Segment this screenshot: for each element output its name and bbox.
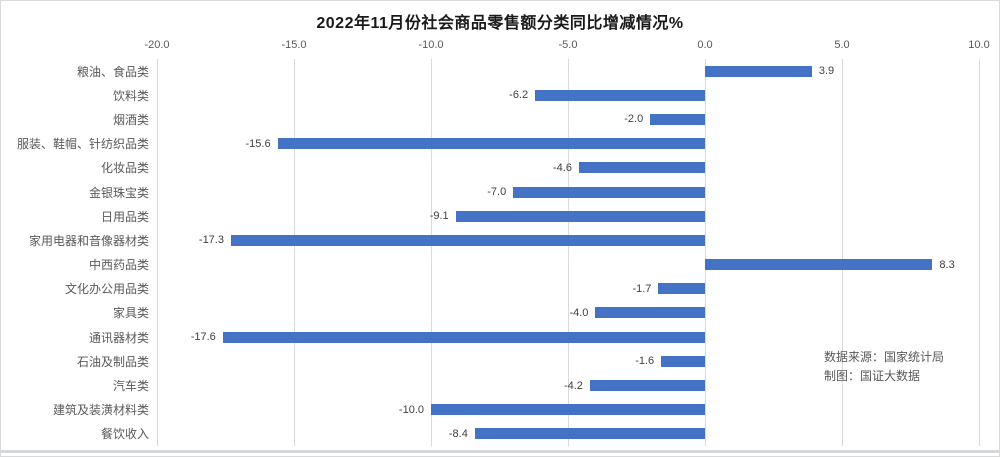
bar <box>578 162 705 174</box>
bar <box>222 331 705 343</box>
bar <box>277 138 705 150</box>
value-label: -10.0 <box>398 403 424 416</box>
value-label: -17.6 <box>190 331 216 344</box>
gridline <box>705 59 706 446</box>
bar-row: 家用电器和音像器材类 -17.3 <box>1 228 999 252</box>
bar <box>455 210 705 222</box>
bar-row: 通讯器材类 -17.6 <box>1 325 999 349</box>
bar <box>535 89 705 101</box>
value-label: -15.6 <box>245 137 271 150</box>
category-label: 通讯器材类 <box>88 330 149 345</box>
chart-title: 2022年11月份社会商品零售额分类同比增减情况% <box>316 15 684 32</box>
x-axis: -20.0 -15.0 -10.0 -5.0 0.0 5.0 10.0 <box>1 39 999 55</box>
value-label: -17.3 <box>198 234 224 247</box>
category-label: 金银珠宝类 <box>88 185 149 200</box>
source-annotation: 数据来源：国家统计局 制图：国证大数据 <box>824 348 944 386</box>
bar-row: 烟酒类 -2.0 <box>1 107 999 131</box>
bar <box>595 307 705 319</box>
credit-line: 制图：国证大数据 <box>824 369 921 383</box>
bar <box>474 428 705 440</box>
bar-row: 家具类 -4.0 <box>1 301 999 325</box>
x-tick-label: -20.0 <box>144 39 170 51</box>
bar <box>661 355 705 367</box>
bar <box>431 404 705 416</box>
bar <box>705 259 933 271</box>
value-label: -7.0 <box>487 186 507 199</box>
category-label: 石油及制品类 <box>76 354 149 369</box>
category-label: 文化办公用品类 <box>64 282 149 297</box>
bar-row: 服装、鞋帽、针纺织品类 -15.6 <box>1 132 999 156</box>
gridline <box>294 59 295 446</box>
category-label: 中西药品类 <box>88 258 149 273</box>
bar-row: 中西药品类 8.3 <box>1 253 999 277</box>
category-label: 家用电器和音像器材类 <box>28 233 149 248</box>
gridline <box>431 59 432 446</box>
gridline <box>568 59 569 446</box>
category-label: 日用品类 <box>100 209 149 224</box>
bar-row: 石油及制品类 -1.6 <box>1 349 999 373</box>
x-tick-label: -10.0 <box>418 39 444 51</box>
value-label: -8.4 <box>448 427 468 440</box>
bar-row: 日用品类 -9.1 <box>1 204 999 228</box>
value-label: -2.0 <box>624 113 644 126</box>
x-tick-label: -15.0 <box>281 39 307 51</box>
x-tick-label: 10.0 <box>968 39 990 51</box>
source-line: 数据来源：国家统计局 <box>824 350 945 364</box>
x-tick-label: 5.0 <box>834 39 850 51</box>
bar-row: 汽车类 -4.2 <box>1 373 999 397</box>
category-label: 饮料类 <box>112 88 149 103</box>
value-label: -1.6 <box>635 355 655 368</box>
category-label: 餐饮收入 <box>100 427 149 442</box>
category-label: 建筑及装潢材料类 <box>52 403 149 418</box>
bar-row: 文化办公用品类 -1.7 <box>1 277 999 301</box>
bar <box>513 186 705 198</box>
value-label: -4.0 <box>569 306 589 319</box>
gridline <box>842 59 843 446</box>
bar-row: 金银珠宝类 -7.0 <box>1 180 999 204</box>
value-label: -4.6 <box>553 161 572 174</box>
category-label: 服装、鞋帽、针纺织品类 <box>16 137 149 152</box>
bar <box>705 65 812 77</box>
category-label: 粮油、食品类 <box>76 64 149 79</box>
value-label: -1.7 <box>632 282 652 295</box>
x-tick-label: -5.0 <box>558 39 578 51</box>
value-label: 3.9 <box>818 65 835 78</box>
bar <box>589 380 705 392</box>
bar-row: 建筑及装潢材料类 -10.0 <box>1 398 999 422</box>
category-label: 化妆品类 <box>100 161 149 176</box>
bar <box>658 283 705 295</box>
bar-row: 粮油、食品类 3.9 <box>1 59 999 83</box>
bar <box>650 113 705 125</box>
value-label: 8.3 <box>939 258 955 271</box>
category-label: 汽车类 <box>112 379 149 394</box>
category-label: 家具类 <box>112 306 149 321</box>
plot-area <box>157 59 980 446</box>
x-tick-label: 0.0 <box>697 39 713 51</box>
value-label: -6.2 <box>509 89 529 102</box>
bar-row: 饮料类 -6.2 <box>1 83 999 107</box>
category-label: 烟酒类 <box>112 112 149 127</box>
value-label: -9.1 <box>429 210 449 223</box>
gridline <box>979 59 980 446</box>
bar-row: 化妆品类 -4.6 <box>1 156 999 180</box>
gridline <box>157 59 158 446</box>
value-label: -4.2 <box>563 379 583 392</box>
bar <box>230 234 705 246</box>
bottom-border-band <box>1 450 999 453</box>
bar-row: 餐饮收入 -8.4 <box>1 422 999 446</box>
